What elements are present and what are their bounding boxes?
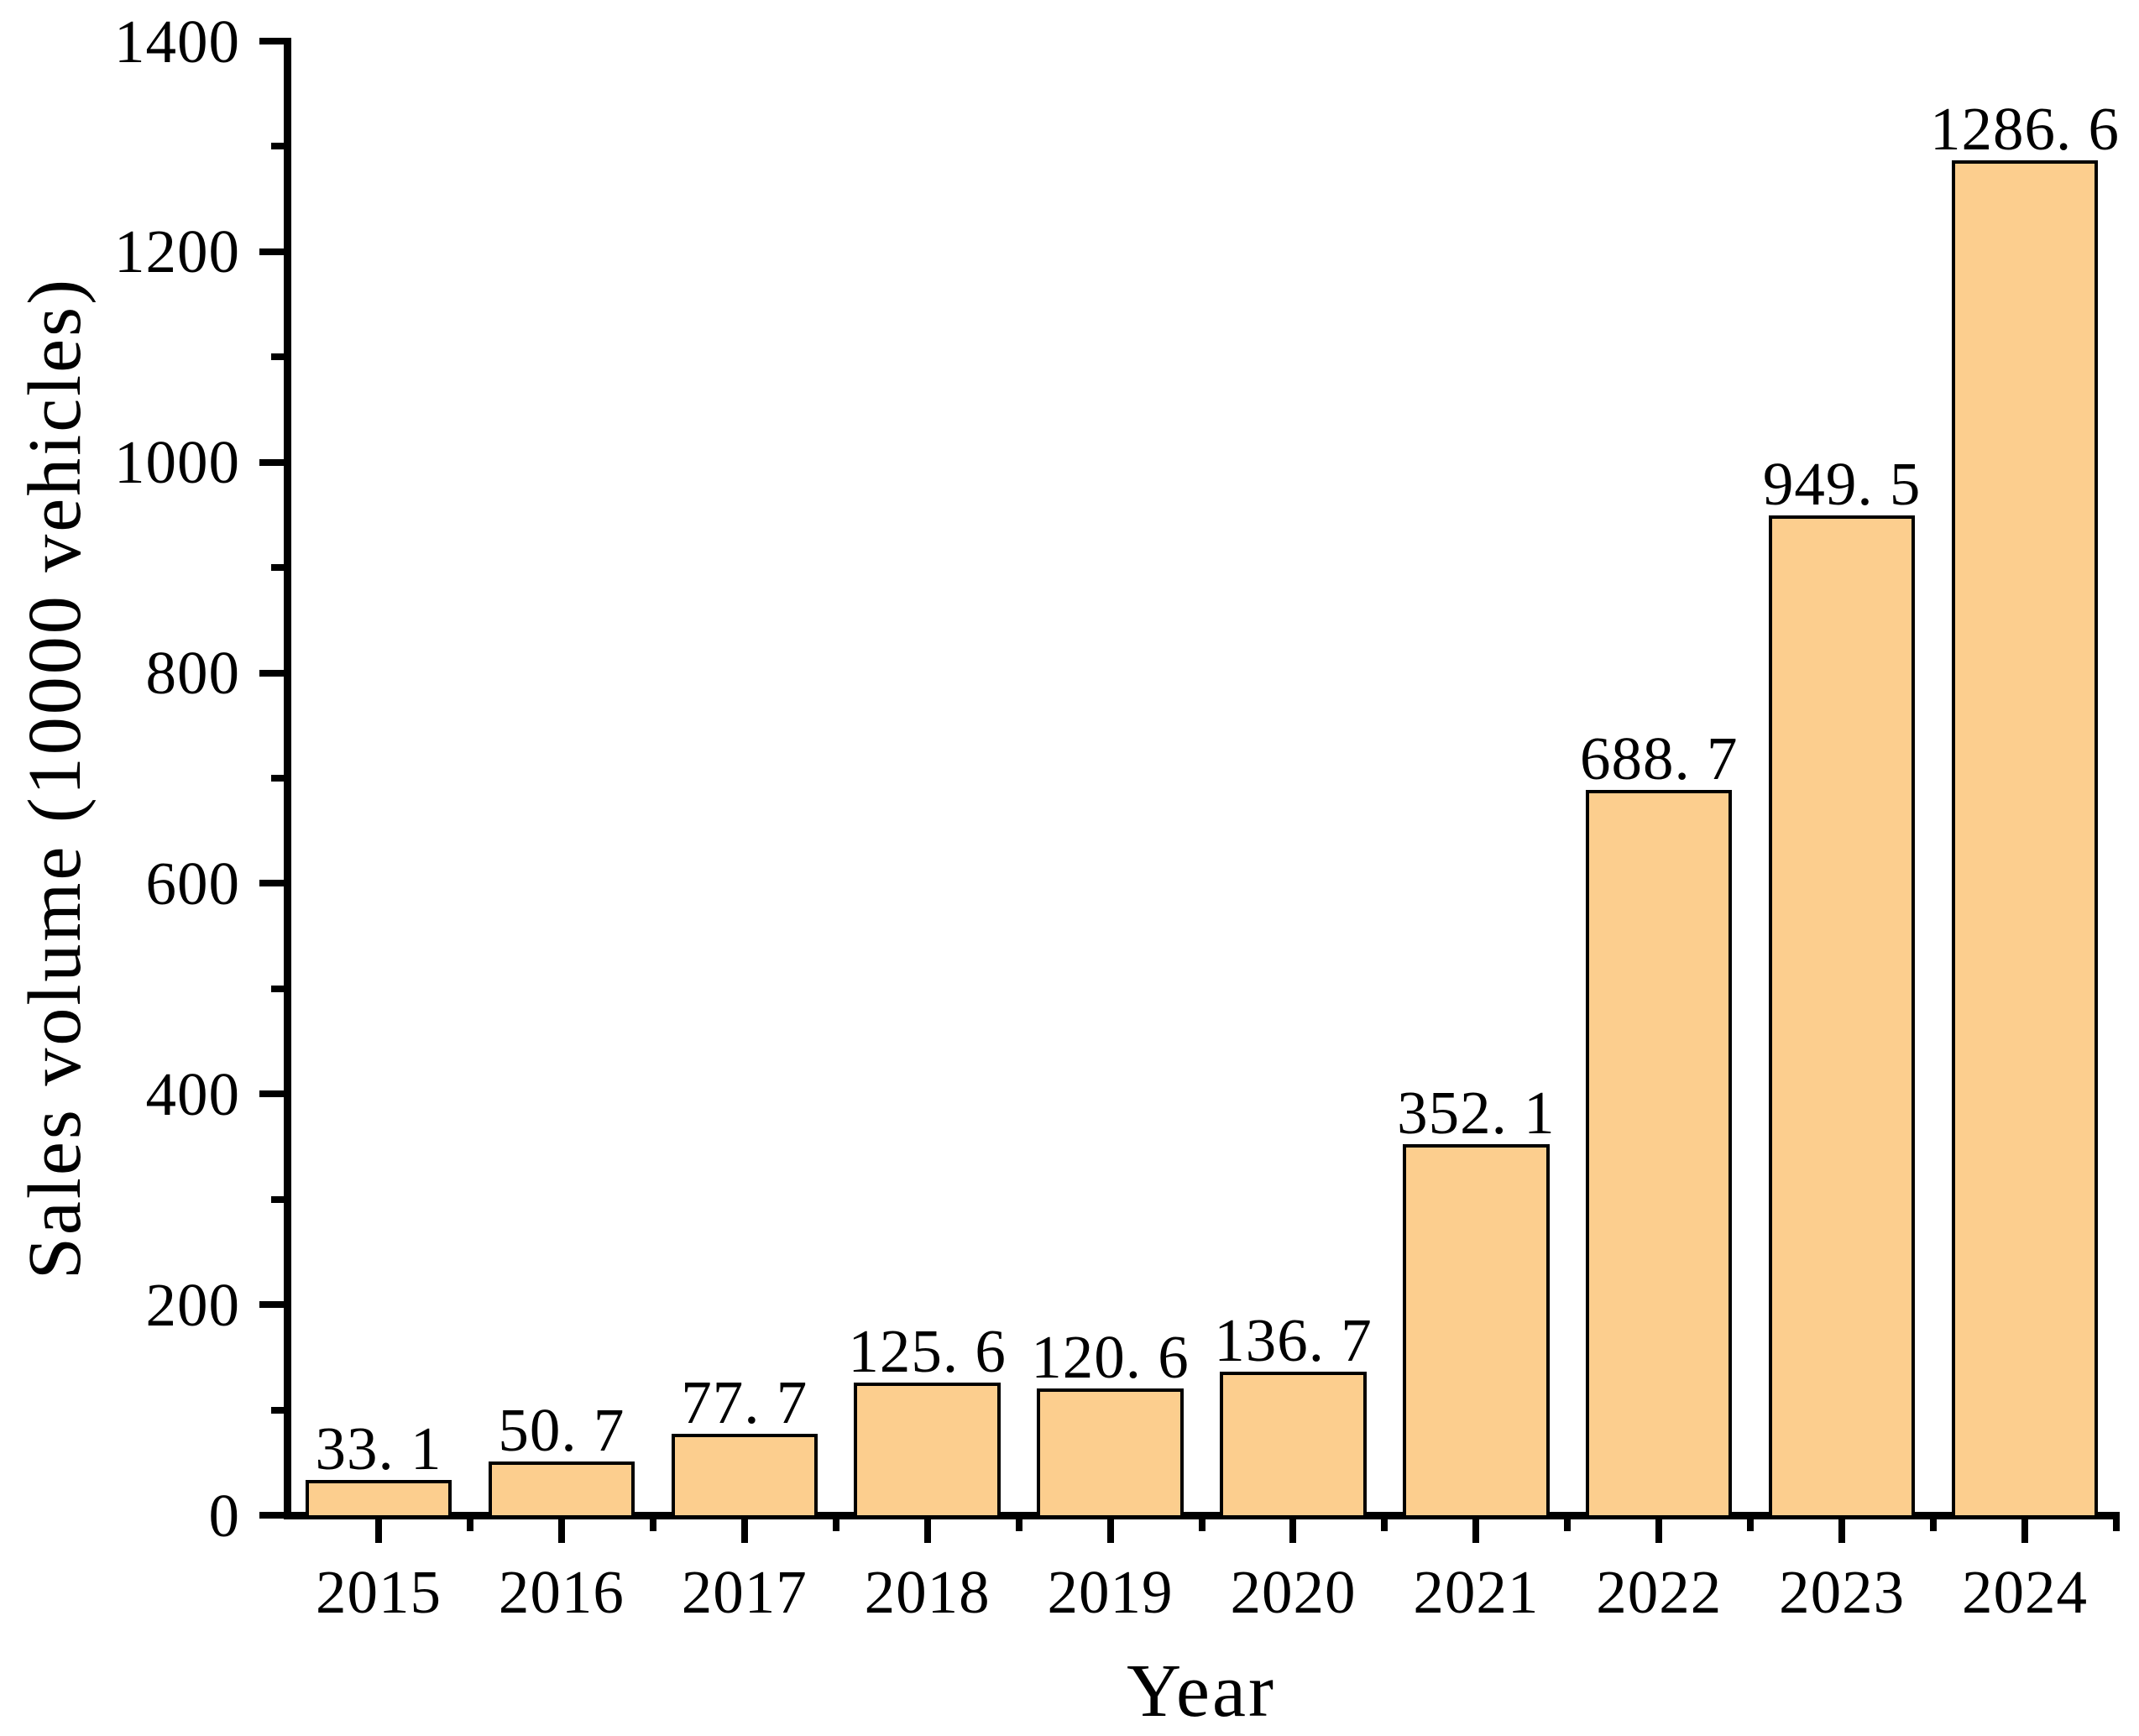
bar-value-label: 125. 6 (848, 1317, 1007, 1386)
bar-value-label: 949. 5 (1762, 450, 1922, 519)
y-tick-label: 1000 (114, 428, 240, 497)
bar-value-label: 352. 1 (1397, 1079, 1556, 1148)
y-major-tick (259, 458, 284, 466)
y-major-tick (259, 669, 284, 677)
x-tick-label: 2019 (1047, 1557, 1174, 1626)
y-tick-label: 800 (145, 639, 240, 708)
x-tick-label: 2018 (864, 1557, 991, 1626)
x-minor-tick (649, 1519, 656, 1531)
x-major-tick (374, 1519, 382, 1543)
x-tick-label: 2015 (315, 1557, 442, 1626)
x-minor-tick (1747, 1519, 1755, 1531)
x-tick-label: 2020 (1230, 1557, 1357, 1626)
y-minor-tick (270, 775, 284, 782)
x-major-tick (1655, 1519, 1663, 1543)
x-tick-label: 2021 (1413, 1557, 1540, 1626)
bar-value-label: 136. 7 (1214, 1305, 1373, 1374)
bar (1768, 515, 1916, 1519)
x-major-tick (1289, 1519, 1297, 1543)
bar (1586, 790, 1733, 1519)
y-tick-label: 400 (145, 1059, 240, 1128)
bar-value-label: 688. 7 (1580, 724, 1739, 793)
x-tick-label: 2016 (498, 1557, 625, 1626)
y-tick-label: 200 (145, 1270, 240, 1339)
y-major-tick (259, 1090, 284, 1098)
bar (1220, 1371, 1367, 1519)
y-major-tick (259, 38, 284, 44)
bar (1037, 1388, 1184, 1519)
bar-value-label: 33. 1 (315, 1414, 442, 1483)
y-minor-tick (270, 143, 284, 150)
y-major-tick (259, 1512, 284, 1519)
bar (671, 1433, 818, 1519)
y-axis-title: Sales volume (10000 vehicles) (13, 276, 97, 1280)
x-minor-tick (1381, 1519, 1389, 1531)
x-tick-label: 2024 (1962, 1557, 2089, 1626)
x-minor-tick (466, 1519, 473, 1531)
x-tick-label: 2017 (681, 1557, 808, 1626)
x-major-tick (1106, 1519, 1114, 1543)
y-major-tick (259, 248, 284, 255)
x-major-tick (740, 1519, 748, 1543)
bar-value-label: 120. 6 (1031, 1322, 1190, 1391)
bar-value-label: 77. 7 (681, 1367, 808, 1436)
x-minor-tick (2113, 1519, 2120, 1531)
y-minor-tick (270, 1406, 284, 1414)
bar (1403, 1144, 1550, 1519)
y-minor-tick (270, 1195, 284, 1203)
x-tick-label: 2022 (1596, 1557, 1723, 1626)
y-minor-tick (270, 353, 284, 361)
y-tick-label: 600 (145, 849, 240, 918)
y-major-tick (259, 880, 284, 887)
x-minor-tick (1930, 1519, 1938, 1531)
x-major-tick (2021, 1519, 2029, 1543)
y-tick-label: 1200 (114, 217, 240, 286)
y-minor-tick (270, 985, 284, 992)
x-minor-tick (1198, 1519, 1205, 1531)
y-tick-label: 0 (208, 1481, 240, 1550)
y-minor-tick (270, 564, 284, 572)
x-tick-label: 2023 (1779, 1557, 1906, 1626)
y-axis-spine (283, 38, 291, 1519)
bar (854, 1383, 1001, 1519)
bar-value-label: 50. 7 (498, 1396, 625, 1465)
x-major-tick (557, 1519, 565, 1543)
bar (305, 1480, 452, 1519)
y-tick-label: 1400 (114, 7, 240, 76)
x-major-tick (1472, 1519, 1480, 1543)
x-minor-tick (1015, 1519, 1022, 1531)
x-major-tick (923, 1519, 931, 1543)
bar (1951, 160, 2099, 1519)
x-minor-tick (1564, 1519, 1572, 1531)
x-axis-spine (283, 1511, 2120, 1519)
bar-value-label: 1286. 6 (1930, 95, 2121, 164)
y-major-tick (259, 1301, 284, 1309)
x-axis-title: Year (1127, 1650, 1276, 1733)
x-minor-tick (832, 1519, 839, 1531)
bar (488, 1461, 635, 1519)
x-major-tick (1838, 1519, 1846, 1543)
